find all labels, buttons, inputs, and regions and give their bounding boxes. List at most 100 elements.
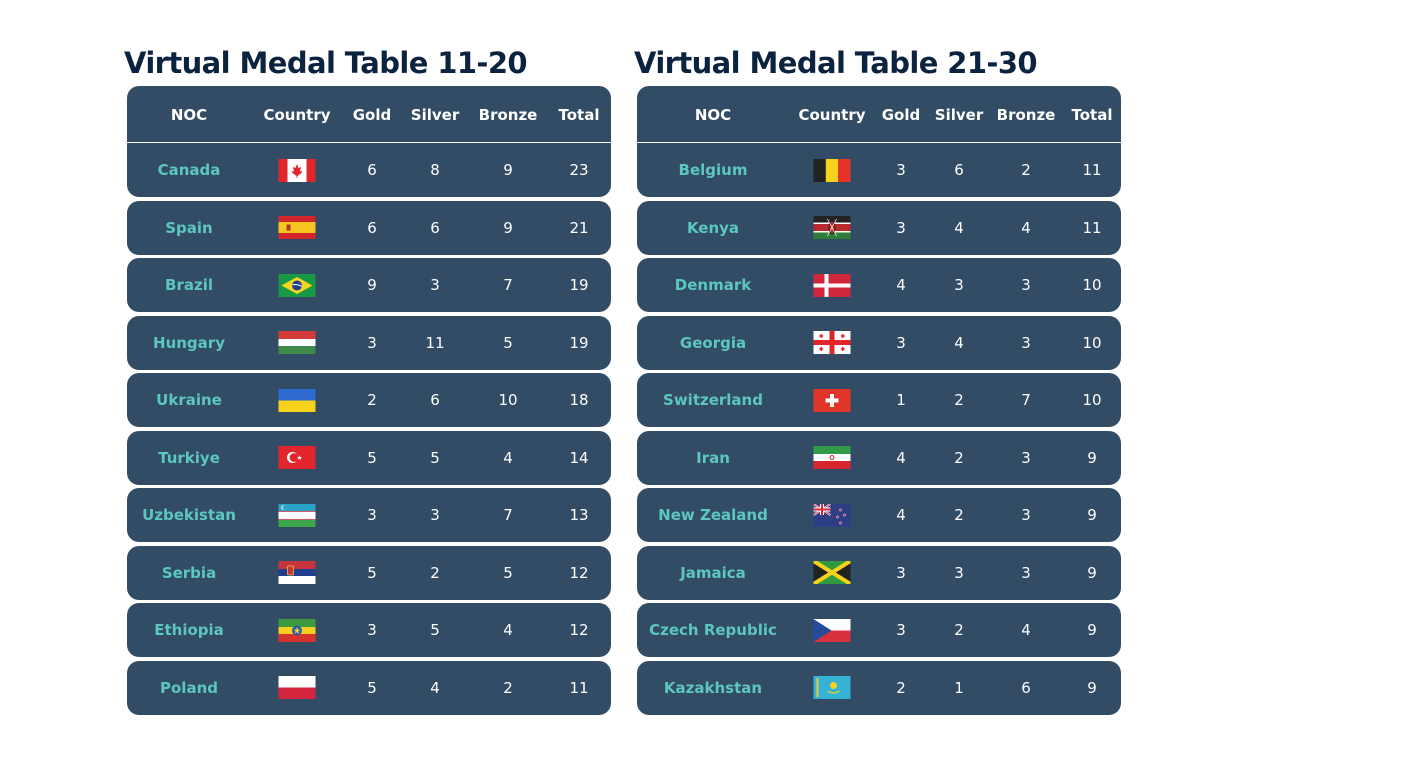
silver-count: 8 xyxy=(430,161,440,179)
ukraine-flag-icon xyxy=(278,373,316,427)
country-name: Spain xyxy=(165,218,213,237)
silver-count: 5 xyxy=(430,621,440,639)
total-count: 9 xyxy=(1087,621,1097,639)
jamaica-flag-icon xyxy=(813,546,851,600)
table-row: New Zealand 4 2 3 9 xyxy=(637,488,1121,542)
table-row: Iran 4 2 3 9 xyxy=(637,430,1121,485)
total-count: 11 xyxy=(1082,218,1102,237)
country-name: Denmark xyxy=(674,276,752,294)
header-gold: Gold xyxy=(352,106,392,124)
table-header: NOC Country Gold Silver Bronze Total xyxy=(637,86,1121,144)
silver-count: 3 xyxy=(430,506,440,524)
bronze-count: 4 xyxy=(1021,621,1031,639)
table-row: Canada 6 8 9 23 xyxy=(127,143,611,197)
gold-count: 9 xyxy=(367,276,377,294)
table-header: NOC Country Gold Silver Bronze Total xyxy=(127,86,611,144)
gold-count: 4 xyxy=(896,448,906,467)
header-noc: NOC xyxy=(694,106,732,124)
table-row: Jamaica 3 3 3 9 xyxy=(637,545,1121,600)
total-count: 19 xyxy=(569,333,589,352)
table-row: Kenya 3 4 4 11 xyxy=(637,200,1121,255)
czech-republic-flag-icon xyxy=(813,603,851,657)
header-country: Country xyxy=(798,106,866,124)
brazil-flag-icon xyxy=(278,258,316,312)
country-name: Jamaica xyxy=(680,563,746,582)
bronze-count: 3 xyxy=(1021,276,1031,294)
silver-count: 2 xyxy=(430,563,440,582)
silver-count: 6 xyxy=(430,391,440,409)
kazakhstan-flag-icon xyxy=(813,661,851,715)
total-count: 18 xyxy=(569,391,589,409)
country-name: Uzbekistan xyxy=(142,506,236,524)
table-row: Kazakhstan 2 1 6 9 xyxy=(637,660,1121,715)
country-name: Switzerland xyxy=(663,391,763,409)
silver-count: 2 xyxy=(954,506,964,524)
gold-count: 3 xyxy=(896,333,906,352)
bronze-count: 7 xyxy=(1021,391,1031,409)
country-name: Iran xyxy=(696,448,730,467)
table-row: Serbia 5 2 5 12 xyxy=(127,545,611,600)
silver-count: 1 xyxy=(954,678,964,697)
silver-count: 2 xyxy=(954,621,964,639)
bronze-count: 9 xyxy=(503,218,513,237)
bronze-count: 2 xyxy=(503,678,513,697)
bronze-count: 9 xyxy=(503,161,513,179)
gold-count: 2 xyxy=(367,391,377,409)
georgia-flag-icon xyxy=(813,316,851,370)
total-count: 11 xyxy=(1082,161,1102,179)
kenya-flag-icon xyxy=(813,201,851,255)
bronze-count: 2 xyxy=(1021,161,1031,179)
silver-count: 2 xyxy=(954,448,964,467)
silver-count: 4 xyxy=(954,333,964,352)
bronze-count: 3 xyxy=(1021,333,1031,352)
silver-count: 6 xyxy=(430,218,440,237)
silver-count: 11 xyxy=(425,333,445,352)
ethiopia-flag-icon xyxy=(278,603,316,657)
country-name: Brazil xyxy=(165,276,213,294)
country-name: Ethiopia xyxy=(154,621,224,639)
table-row: Brazil 9 3 7 19 xyxy=(127,258,611,312)
hungary-flag-icon xyxy=(278,316,316,370)
gold-count: 3 xyxy=(896,563,906,582)
total-count: 12 xyxy=(569,621,589,639)
gold-count: 5 xyxy=(367,678,377,697)
total-count: 14 xyxy=(569,448,589,467)
total-count: 9 xyxy=(1087,678,1097,697)
silver-count: 6 xyxy=(954,161,964,179)
country-name: Canada xyxy=(157,161,221,179)
bronze-count: 4 xyxy=(1021,218,1031,237)
total-count: 23 xyxy=(569,161,589,179)
total-count: 10 xyxy=(1082,391,1102,409)
bronze-count: 3 xyxy=(1021,506,1031,524)
header-total: Total xyxy=(558,106,600,124)
iran-flag-icon xyxy=(813,431,851,485)
table-row: Poland 5 4 2 11 xyxy=(127,660,611,715)
country-name: New Zealand xyxy=(658,506,768,524)
bronze-count: 4 xyxy=(503,448,513,467)
gold-count: 3 xyxy=(367,621,377,639)
table-title: Virtual Medal Table 21-30 xyxy=(634,46,1038,80)
new-zealand-flag-icon xyxy=(813,488,851,542)
country-name: Turkiye xyxy=(158,448,220,467)
gold-count: 4 xyxy=(896,276,906,294)
country-name: Czech Republic xyxy=(649,621,777,639)
header-noc: NOC xyxy=(170,106,208,124)
table-row: Turkiye 5 5 4 14 xyxy=(127,430,611,485)
table-row: Hungary 3 11 5 19 xyxy=(127,315,611,370)
gold-count: 3 xyxy=(367,333,377,352)
total-count: 19 xyxy=(569,276,589,294)
gold-count: 5 xyxy=(367,563,377,582)
turkiye-flag-icon xyxy=(278,431,316,485)
bronze-count: 6 xyxy=(1021,678,1031,697)
gold-count: 4 xyxy=(896,506,906,524)
total-count: 21 xyxy=(569,218,589,237)
gold-count: 3 xyxy=(896,218,906,237)
country-name: Kazakhstan xyxy=(663,678,763,697)
silver-count: 5 xyxy=(430,448,440,467)
table-row: Ukraine 2 6 10 18 xyxy=(127,373,611,427)
gold-count: 3 xyxy=(896,621,906,639)
bronze-count: 10 xyxy=(498,391,518,409)
gold-count: 6 xyxy=(367,218,377,237)
bronze-count: 7 xyxy=(503,506,513,524)
bronze-count: 3 xyxy=(1021,448,1031,467)
